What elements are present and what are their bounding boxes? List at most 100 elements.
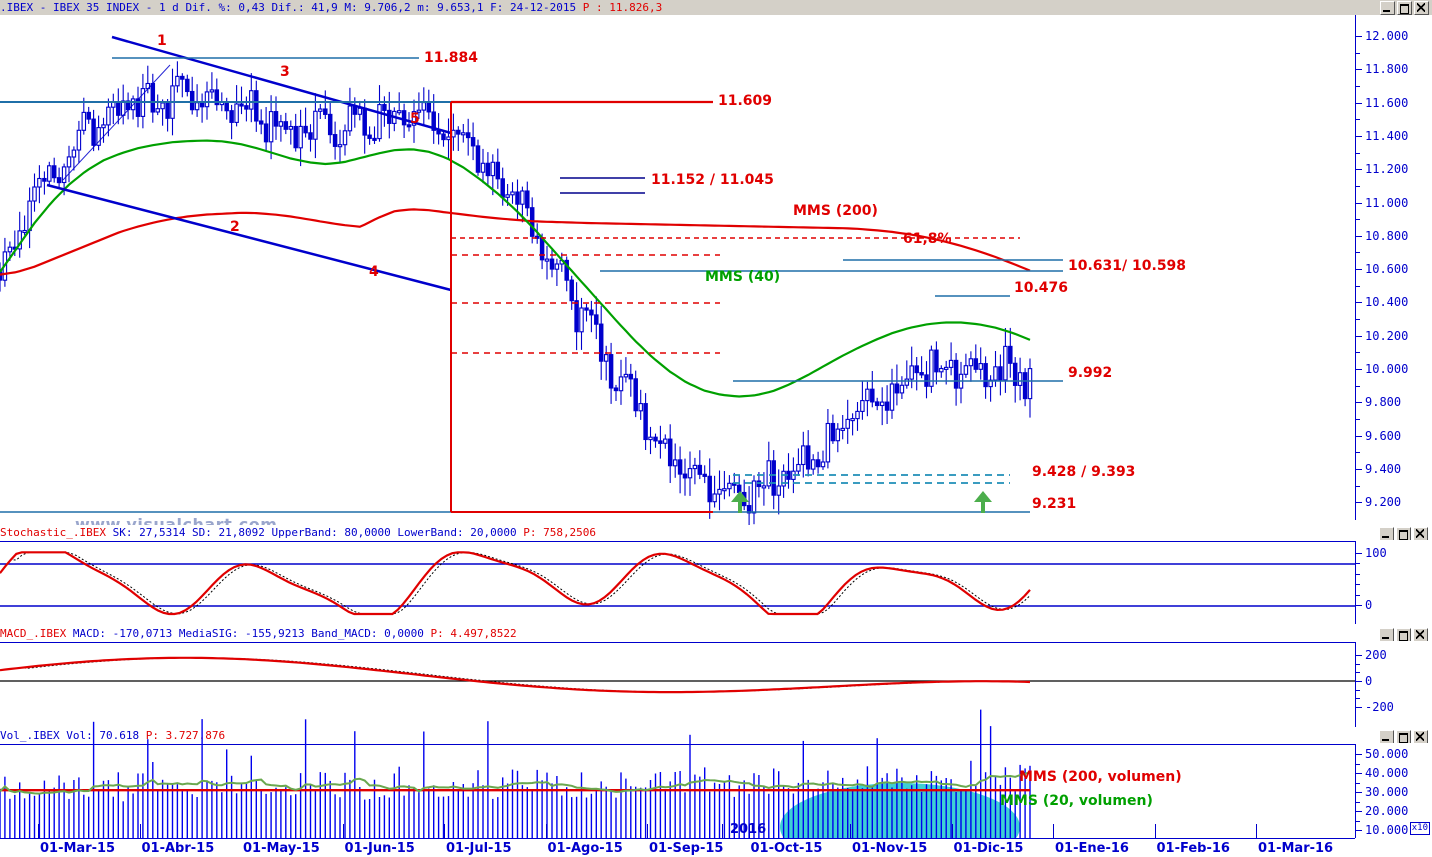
stochastic-header-params: SK: 27,5314 SD: 21,8092 UpperBand: 80,00… (105, 526, 524, 539)
axis-minor-tick (1355, 85, 1360, 87)
macd-line (0, 656, 1031, 694)
date-axis-tick (139, 824, 141, 838)
date-axis-tick (951, 824, 953, 838)
stochastic-window-buttons (1379, 527, 1428, 540)
axis-tick-label: 30.000 (1365, 785, 1409, 799)
fibonacci-levels (451, 237, 1020, 354)
annotation-volume-mms-200: MMS (200, volumen) (1019, 769, 1182, 785)
date-axis-tick (647, 824, 648, 838)
volume-pane-titlebar[interactable]: Vol_.IBEX Vol: 70.618 P: 3.727.876 (0, 728, 1355, 743)
axis-minor-tick (1355, 584, 1360, 586)
annotation-11609: 11.609 (718, 93, 773, 109)
mms-40-line (0, 139, 1031, 398)
annotation-mms-40: MMS (40) (705, 269, 781, 285)
price-axis-line (1355, 15, 1356, 520)
minimize-icon[interactable] (1379, 730, 1394, 743)
axis-tick (1355, 502, 1362, 504)
elliott-wave-label-5: 5 (410, 111, 420, 127)
macd-window-buttons-bar (1355, 626, 1432, 641)
volume-header-price: P: 3.727.876 (145, 729, 226, 742)
axis-tick-label: 10.000 (1365, 362, 1409, 376)
stochastic-chart-canvas[interactable] (0, 542, 1355, 625)
measure-box (450, 102, 713, 513)
price-pane-title-stats: Dif. %: 0,43 Dif.: 41,9 M: 9.706,2 m: 9.… (185, 1, 577, 14)
axis-tick-label: 0 (1365, 598, 1373, 612)
date-axis[interactable]: 01-Mar-15 01-Abr-15 01-May-15 01-Jun-15 01-J… (0, 822, 1355, 857)
minimize-icon[interactable] (1379, 527, 1394, 540)
date-axis-tick (545, 824, 547, 838)
maximize-icon[interactable] (1396, 730, 1411, 743)
axis-minor-tick (1355, 252, 1360, 254)
axis-tick (1355, 707, 1362, 708)
macd-indicator-name: MACD_.IBEX (0, 627, 67, 640)
axis-tick-label: 10.800 (1365, 228, 1409, 243)
volume-chart-canvas[interactable] (0, 709, 1355, 857)
axis-tick (1355, 811, 1362, 812)
axis-tick (1355, 269, 1362, 271)
axis-tick-label: 9.600 (1365, 428, 1402, 443)
axis-tick-label: 11.600 (1365, 95, 1409, 110)
macd-axis[interactable]: 200 0 -200 (1355, 642, 1432, 727)
axis-tick-label: 200 (1365, 648, 1387, 662)
stochastic-pane-titlebar[interactable]: Stochastic_.IBEX SK: 27,5314 SD: 21,8092… (0, 525, 1355, 540)
price-chart-canvas[interactable] (0, 15, 1355, 530)
price-pane-title-price: P : 11.826,3 (582, 1, 663, 14)
axis-minor-tick (1355, 119, 1360, 121)
minimize-icon[interactable] (1380, 1, 1395, 15)
macd-pane-titlebar[interactable]: MACD_.IBEX MACD: -170,0713 MediaSIG: -15… (0, 626, 1355, 641)
axis-minor-tick (1355, 573, 1360, 575)
price-pane-titlebar[interactable]: .IBEX - IBEX 35 INDEX - 1 d Dif. %: 0,43… (0, 0, 1432, 15)
stochastic-pane[interactable] (0, 541, 1355, 625)
date-axis-label: 01-Ene-16 (1055, 841, 1129, 856)
macd-pane[interactable] (0, 642, 1355, 728)
price-pane-window-buttons (1380, 1, 1429, 15)
axis-minor-tick (1355, 763, 1360, 765)
axis-minor-tick (1355, 594, 1360, 596)
annotation-9231: 9.231 (1032, 496, 1077, 512)
minimize-icon[interactable] (1379, 628, 1394, 641)
axis-tick-label: 11.800 (1365, 62, 1409, 77)
stochastic-axis[interactable]: 100 0 (1355, 541, 1432, 624)
year-marker-2016: 2016 (730, 822, 767, 837)
maximize-icon[interactable] (1397, 1, 1412, 15)
close-icon[interactable] (1414, 1, 1429, 15)
stochastic-header-price: P: 758,2506 (523, 526, 597, 539)
date-axis-label: 01-Abr-15 (141, 841, 215, 856)
maximize-icon[interactable] (1396, 527, 1411, 540)
axis-minor-tick (1355, 689, 1360, 691)
price-axis[interactable]: 12.000 11.800 11.600 11.400 11.200 11.000 10.8… (1355, 15, 1432, 520)
axis-tick (1355, 135, 1362, 137)
axis-tick (1355, 605, 1362, 606)
maximize-icon[interactable] (1396, 628, 1411, 641)
close-icon[interactable] (1413, 527, 1428, 540)
trendlines (46, 35, 452, 292)
axis-minor-tick (1355, 563, 1360, 565)
close-icon[interactable] (1413, 628, 1428, 641)
annotation-10631-10598: 10.631/ 10.598 (1068, 258, 1187, 274)
volume-pane[interactable]: MMS (200, volumen) MMS (20, volumen) (0, 709, 1355, 857)
elliott-wave-label-3: 3 (280, 64, 290, 80)
date-axis-label: 01-Nov-15 (852, 841, 928, 856)
macd-chart-canvas[interactable] (0, 643, 1355, 728)
close-icon[interactable] (1413, 730, 1428, 743)
stochastic-sd-line (0, 551, 1031, 615)
axis-tick-label: 10.000 (1365, 823, 1409, 837)
volume-axis[interactable]: 50.000 40.000 30.000 20.000 10.000 x10 (1355, 744, 1432, 838)
axis-tick (1355, 302, 1362, 304)
axis-tick (1355, 402, 1362, 404)
volume-window-buttons (1379, 730, 1428, 743)
annotation-mms-200: MMS (200) (793, 203, 878, 219)
axis-tick (1355, 681, 1362, 682)
volume-indicator-name: Vol_.IBEX (0, 729, 60, 742)
volume-axis-line (1355, 744, 1356, 838)
axis-tick (1355, 792, 1362, 793)
annotation-11884: 11.884 (424, 50, 479, 66)
axis-minor-tick (1355, 185, 1360, 187)
annotation-volume-mms-20: MMS (20, volumen) (1000, 793, 1153, 809)
axis-minor-tick (1355, 452, 1360, 454)
date-axis-tick (748, 824, 750, 838)
price-pane[interactable]: 11.884 11.609 11.152 / 11.045 MMS (200) … (0, 15, 1355, 534)
axis-tick (1355, 235, 1362, 237)
date-axis-tick (38, 824, 39, 838)
macd-header-params: MACD: -170,0713 MediaSIG: -155,9213 Band… (66, 627, 431, 640)
